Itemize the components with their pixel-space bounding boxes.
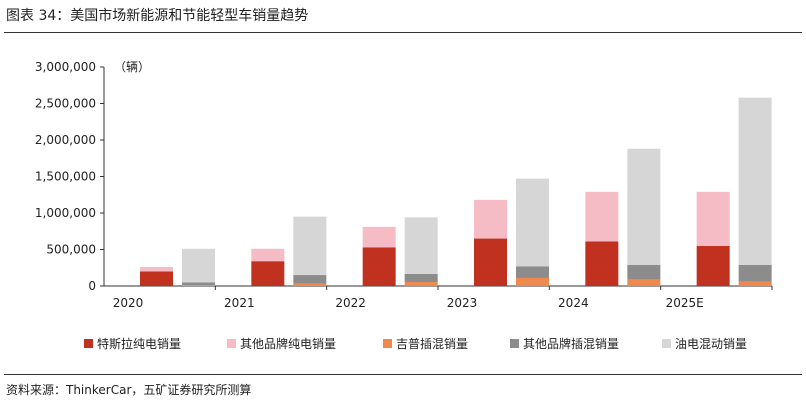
bar-segment — [182, 248, 215, 283]
x-tick-label: 2020 — [113, 296, 144, 310]
bar-segment — [696, 191, 730, 246]
figure-title: 图表 34：美国市场新能源和节能轻型车销量趋势 — [6, 8, 309, 24]
bar-segment — [627, 279, 661, 286]
legend-swatch — [662, 339, 671, 348]
bar-segment — [627, 264, 661, 280]
x-tick-label: 2021 — [224, 296, 255, 310]
legend-swatch — [84, 339, 93, 348]
chart-legend: 特斯拉纯电销量 其他品牌纯电销量 吉普插混销量 其他品牌插混销量 油电混动销量 — [84, 336, 747, 351]
legend-swatch — [510, 339, 519, 348]
y-unit-label: （辆） — [114, 60, 150, 74]
bar-segment — [738, 264, 772, 282]
legend-label: 吉普插混销量 — [396, 337, 468, 351]
legend-swatch — [227, 339, 236, 348]
legend-label: 其他品牌纯电销量 — [240, 337, 336, 351]
y-tick-label: 2,500,000 — [35, 97, 96, 111]
y-tick-label: 2,000,000 — [35, 133, 96, 147]
bar-segment — [696, 245, 730, 286]
y-tick-label: 1,000,000 — [35, 206, 96, 220]
bar-segment — [293, 275, 327, 284]
bar-segment — [293, 216, 327, 276]
bar-segment — [182, 285, 215, 286]
y-tick-label: 3,000,000 — [35, 60, 96, 74]
x-tick-label: 2025E — [666, 296, 704, 310]
stacked-bar-chart: 0 500,000 1,000,000 1,500,000 2,000,000 2,500… — [35, 60, 773, 351]
y-tick-label: 1,500,000 — [35, 170, 96, 184]
legend-label: 油电混动销量 — [675, 337, 747, 351]
bar-segment — [627, 148, 661, 265]
bar-segment — [738, 281, 772, 286]
x-tick-label: 2023 — [447, 296, 478, 310]
bar-segment — [516, 178, 549, 267]
bar-segment — [251, 248, 285, 262]
x-tick-label: 2022 — [335, 296, 366, 310]
chart-axes: 0 500,000 1,000,000 1,500,000 2,000,000 2,500… — [35, 60, 773, 310]
source-rule — [4, 374, 802, 375]
bar-segment — [182, 282, 215, 286]
title-rule — [4, 32, 802, 33]
bar-segment — [362, 226, 396, 248]
bar-segment — [404, 217, 438, 274]
chart-bars — [140, 97, 772, 286]
bar-segment — [140, 271, 173, 286]
bar-segment — [140, 267, 173, 272]
x-tick-label: 2024 — [558, 296, 589, 310]
bar-segment — [474, 238, 507, 286]
bar-segment — [293, 283, 327, 286]
bar-segment — [362, 247, 396, 286]
bar-segment — [585, 191, 619, 242]
y-tick-label: 500,000 — [46, 243, 96, 257]
bar-segment — [516, 266, 549, 278]
source-note: 资料来源：ThinkerCar，五矿证券研究所测算 — [6, 383, 252, 397]
bar-segment — [516, 277, 549, 286]
bar-segment — [404, 281, 438, 286]
bar-segment — [474, 199, 507, 239]
legend-label: 特斯拉纯电销量 — [97, 336, 181, 351]
bar-segment — [738, 97, 772, 265]
bar-segment — [404, 273, 438, 282]
bar-segment — [251, 261, 285, 286]
legend-label: 其他品牌插混销量 — [523, 337, 619, 351]
y-tick-label: 0 — [88, 279, 96, 293]
bar-segment — [585, 241, 619, 286]
legend-swatch — [383, 339, 392, 348]
